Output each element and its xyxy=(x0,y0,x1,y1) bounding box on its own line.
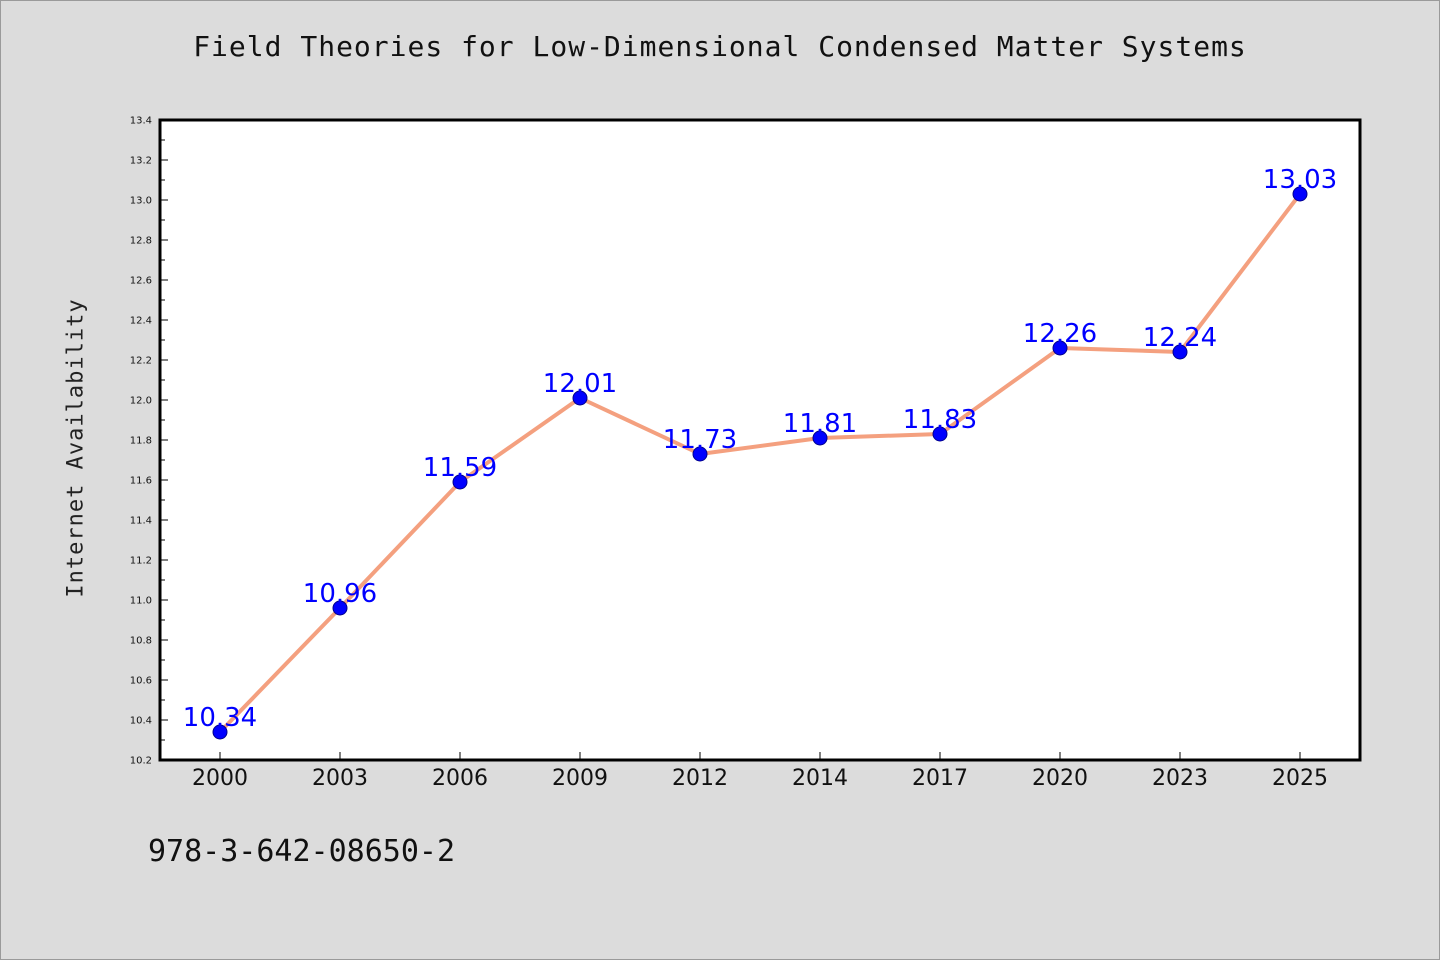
x-tick-label: 2000 xyxy=(192,766,248,791)
data-label: 12.26 xyxy=(1023,319,1097,349)
data-point xyxy=(452,474,468,490)
y-tick-label: 12.8 xyxy=(130,236,152,247)
data-label: 11.81 xyxy=(783,409,857,439)
y-tick-label: 11.2 xyxy=(130,556,152,567)
y-tick-label: 12.0 xyxy=(130,396,152,407)
x-tick-label: 2023 xyxy=(1152,766,1208,791)
x-tick-label: 2006 xyxy=(432,766,488,791)
y-tick-label: 12.6 xyxy=(130,276,152,287)
y-tick-label: 11.8 xyxy=(130,436,152,447)
x-axis: 2000 2003 2006 2009 2012 2014 2017 2020 2023 2025 xyxy=(192,752,1328,791)
data-point xyxy=(332,600,348,616)
x-tick-label: 2014 xyxy=(792,766,848,791)
x-tick-label: 2003 xyxy=(312,766,368,791)
data-label: 11.59 xyxy=(423,453,497,483)
data-markers xyxy=(212,186,1308,740)
y-tick-label: 10.2 xyxy=(130,756,152,767)
data-label: 13.03 xyxy=(1263,165,1337,195)
data-label: 11.73 xyxy=(663,425,737,455)
chart-title: Field Theories for Low-Dimensional Conde… xyxy=(193,30,1247,63)
y-tick-label: 13.2 xyxy=(130,156,152,167)
x-tick-label: 2020 xyxy=(1032,766,1088,791)
y-tick-label: 11.6 xyxy=(130,476,152,487)
isbn-text: 978-3-642-08650-2 xyxy=(148,834,456,869)
x-tick-label: 2012 xyxy=(672,766,728,791)
y-tick-label: 10.6 xyxy=(130,676,152,687)
y-tick-label: 12.2 xyxy=(130,356,152,367)
data-point xyxy=(212,724,228,740)
y-tick-label: 13.0 xyxy=(130,196,152,207)
x-tick-label: 2009 xyxy=(552,766,608,791)
y-tick-label: 10.4 xyxy=(130,716,152,727)
data-label: 10.96 xyxy=(303,579,377,609)
data-point xyxy=(1052,340,1068,356)
y-tick-label: 12.4 xyxy=(130,316,152,327)
data-point xyxy=(572,390,588,406)
data-label: 10.34 xyxy=(183,703,257,733)
data-point xyxy=(692,446,708,462)
data-label: 11.83 xyxy=(903,405,977,435)
x-tick-label: 2025 xyxy=(1272,766,1328,791)
y-tick-label: 13.4 xyxy=(130,116,152,127)
series-line xyxy=(218,192,1302,734)
y-tick-label: 10.8 xyxy=(130,636,152,647)
data-point xyxy=(1292,186,1308,202)
data-label: 12.01 xyxy=(543,369,617,399)
y-tick-label: 11.0 xyxy=(130,596,152,607)
y-tick-label: 11.4 xyxy=(130,516,152,527)
x-tick-label: 2017 xyxy=(912,766,968,791)
data-point xyxy=(1172,344,1188,360)
data-point xyxy=(812,430,828,446)
plot-area xyxy=(160,120,1360,760)
data-point xyxy=(932,426,948,442)
data-label: 12.24 xyxy=(1143,323,1217,353)
plot-frame xyxy=(158,118,1362,762)
data-labels: 10.34 10.96 11.59 12.01 11.73 11.81 11.83 12.26… xyxy=(183,165,1337,733)
